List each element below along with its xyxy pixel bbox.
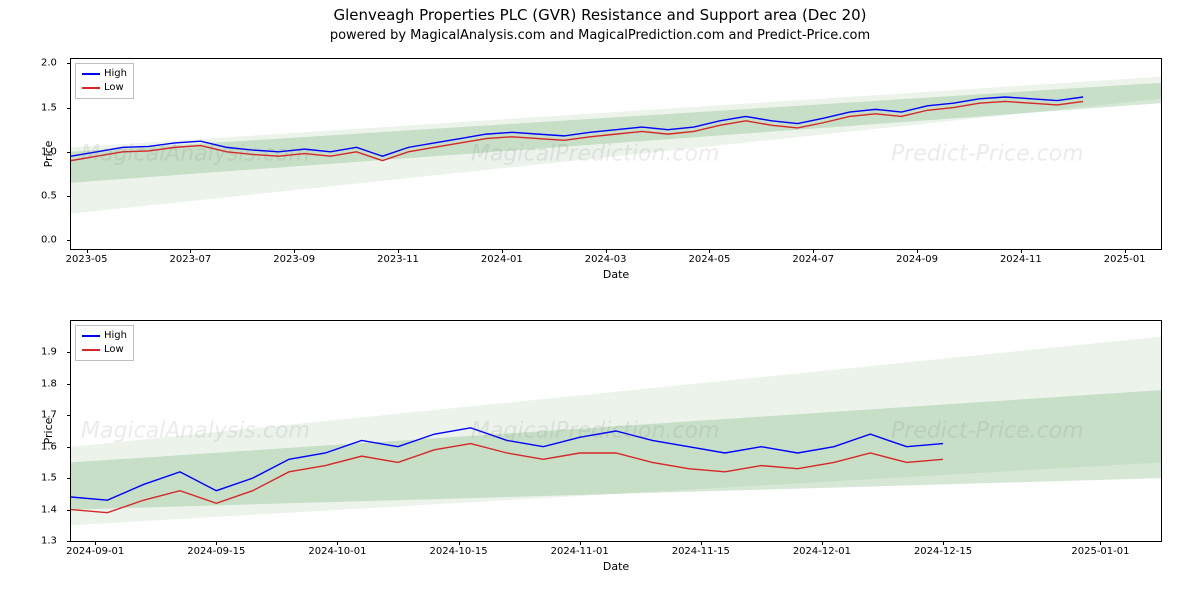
chart-subtitle: powered by MagicalAnalysis.com and Magic… — [0, 24, 1200, 47]
y-tick-label: 1.3 — [41, 536, 57, 547]
x-tick-label: 2024-11-15 — [672, 546, 730, 557]
legend-label-low: Low — [104, 343, 124, 357]
x-tick-label: 2025-01 — [1104, 254, 1146, 265]
y-tick-label: 1.6 — [41, 441, 57, 452]
y-tick-label: 1.8 — [41, 378, 57, 389]
y-tick-label: 1.0 — [41, 146, 57, 157]
y-tick-label: 1.4 — [41, 504, 57, 515]
legend-row-low: Low — [82, 343, 127, 357]
x-tick-label: 2024-09-01 — [66, 546, 124, 557]
x-tick-label: 2024-01 — [481, 254, 523, 265]
x-tick-label: 2023-09 — [273, 254, 315, 265]
x-tick-label: 2024-10-15 — [429, 546, 487, 557]
y-tick-label: 2.0 — [41, 58, 57, 69]
x-tick-label: 2023-05 — [66, 254, 108, 265]
legend: High Low — [75, 63, 134, 99]
x-tick-label: 2024-12-15 — [914, 546, 972, 557]
legend-swatch-low — [82, 349, 100, 351]
y-tick-label: 1.5 — [41, 473, 57, 484]
x-tick-label: 2023-11 — [377, 254, 419, 265]
legend: High Low — [75, 325, 134, 361]
top-chart-panel: High Low Price Date MagicalAnalysis.com … — [70, 58, 1162, 250]
bottom-chart-panel: High Low Price Date MagicalAnalysis.com … — [70, 320, 1162, 542]
bottom-chart-svg — [71, 321, 1161, 541]
y-tick-label: 0.0 — [41, 235, 57, 246]
x-tick-label: 2024-03 — [585, 254, 627, 265]
legend-label-low: Low — [104, 81, 124, 95]
x-tick-label: 2024-11-01 — [551, 546, 609, 557]
x-tick-label: 2024-09-15 — [187, 546, 245, 557]
legend-row-high: High — [82, 67, 127, 81]
figure: Glenveagh Properties PLC (GVR) Resistanc… — [0, 0, 1200, 600]
chart-title: Glenveagh Properties PLC (GVR) Resistanc… — [0, 0, 1200, 24]
top-chart-svg — [71, 59, 1161, 249]
x-tick-label: 2024-11 — [1000, 254, 1042, 265]
legend-row-high: High — [82, 329, 127, 343]
x-tick-label: 2024-12-01 — [793, 546, 851, 557]
y-tick-label: 1.9 — [41, 347, 57, 358]
legend-swatch-low — [82, 87, 100, 89]
x-axis-label: Date — [603, 560, 629, 573]
legend-label-high: High — [104, 67, 127, 81]
x-tick-label: 2024-10-01 — [308, 546, 366, 557]
x-tick-label: 2024-07 — [792, 254, 834, 265]
legend-row-low: Low — [82, 81, 127, 95]
legend-swatch-high — [82, 73, 100, 75]
y-tick-label: 1.7 — [41, 410, 57, 421]
legend-label-high: High — [104, 329, 127, 343]
x-tick-label: 2024-09 — [896, 254, 938, 265]
legend-swatch-high — [82, 335, 100, 337]
x-tick-label: 2023-07 — [169, 254, 211, 265]
x-tick-label: 2025-01-01 — [1071, 546, 1129, 557]
y-tick-label: 1.5 — [41, 102, 57, 113]
y-tick-label: 0.5 — [41, 190, 57, 201]
x-tick-label: 2024-05 — [689, 254, 731, 265]
x-axis-label: Date — [603, 268, 629, 281]
